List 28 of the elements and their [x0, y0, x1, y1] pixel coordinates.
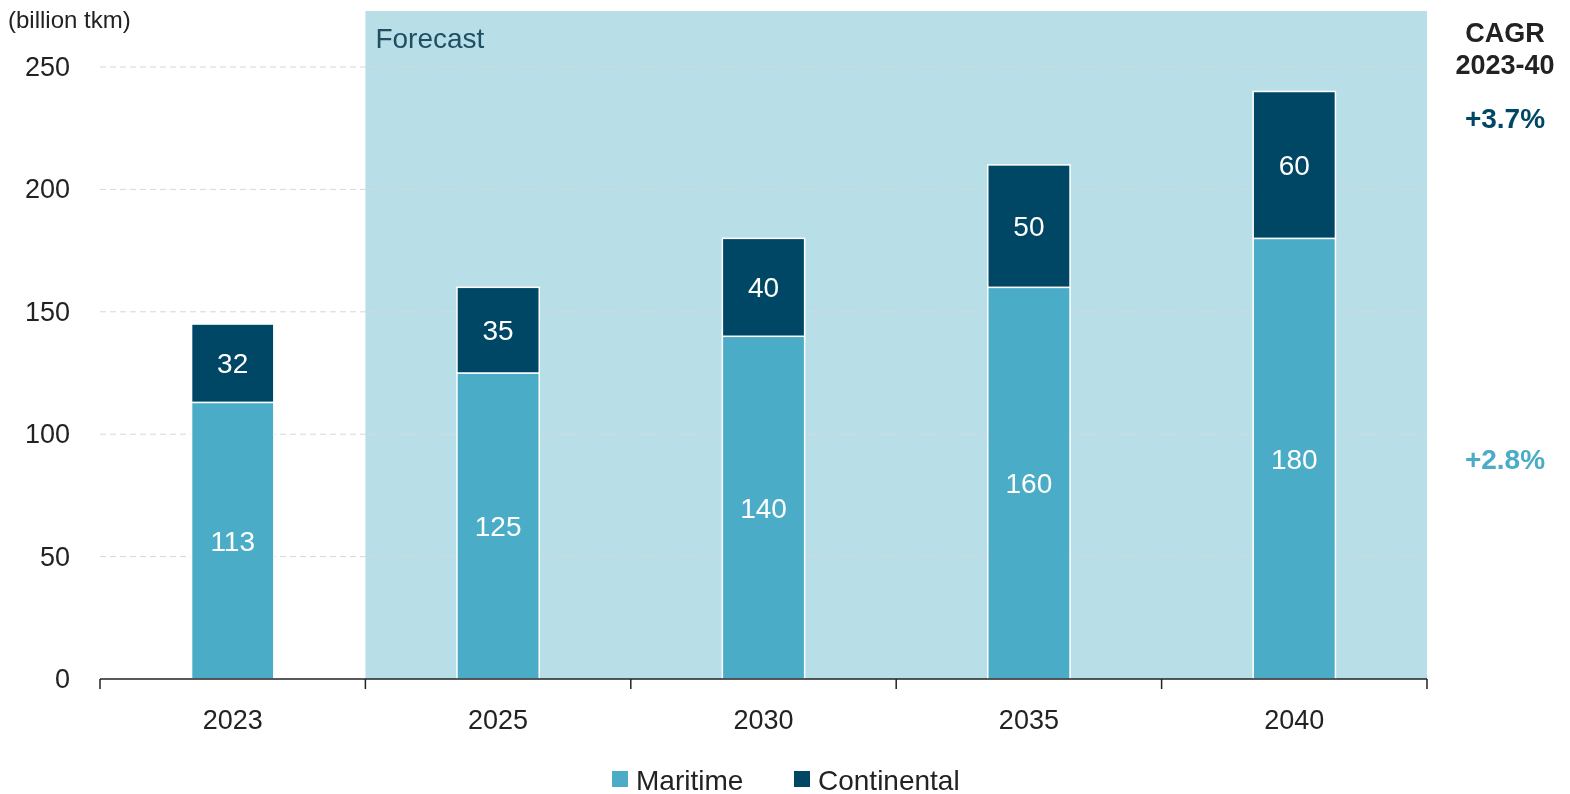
y-tick-label: 100	[24, 419, 70, 450]
data-label: 60	[1278, 149, 1310, 181]
x-tick-label: 2040	[1264, 705, 1325, 735]
y-tick-label: 200	[24, 174, 70, 205]
data-label: 125	[474, 511, 522, 542]
legend-label: Maritime	[636, 765, 744, 794]
x-tick-label: 2025	[468, 705, 529, 735]
band-label: Forecast	[375, 23, 485, 54]
legend-label: Continental	[818, 765, 960, 794]
data-label: 160	[1005, 468, 1053, 500]
x-tick-label: 2035	[998, 705, 1059, 735]
y-tick-label: 0	[54, 664, 70, 694]
y-axis-title: (billion tkm)	[8, 6, 131, 33]
y-tick-label: 50	[39, 541, 70, 572]
data-label: 50	[1013, 211, 1045, 243]
x-tick-label: 2030	[733, 705, 794, 735]
data-label: 180	[1270, 443, 1318, 475]
data-label: 32	[217, 348, 249, 380]
data-label: 40	[747, 272, 780, 304]
data-label: 113	[210, 525, 256, 557]
data-label: 140	[740, 492, 787, 524]
x-tick-label: 2023	[202, 705, 263, 735]
data-label: 35	[482, 315, 514, 347]
text: CAGR 2023-40	[1455, 18, 1555, 80]
y-tick-label: 150	[24, 296, 70, 327]
text: +2.8%	[1464, 443, 1546, 475]
text: +3.7%	[1464, 103, 1546, 135]
y-tick-label: 250	[24, 52, 70, 82]
